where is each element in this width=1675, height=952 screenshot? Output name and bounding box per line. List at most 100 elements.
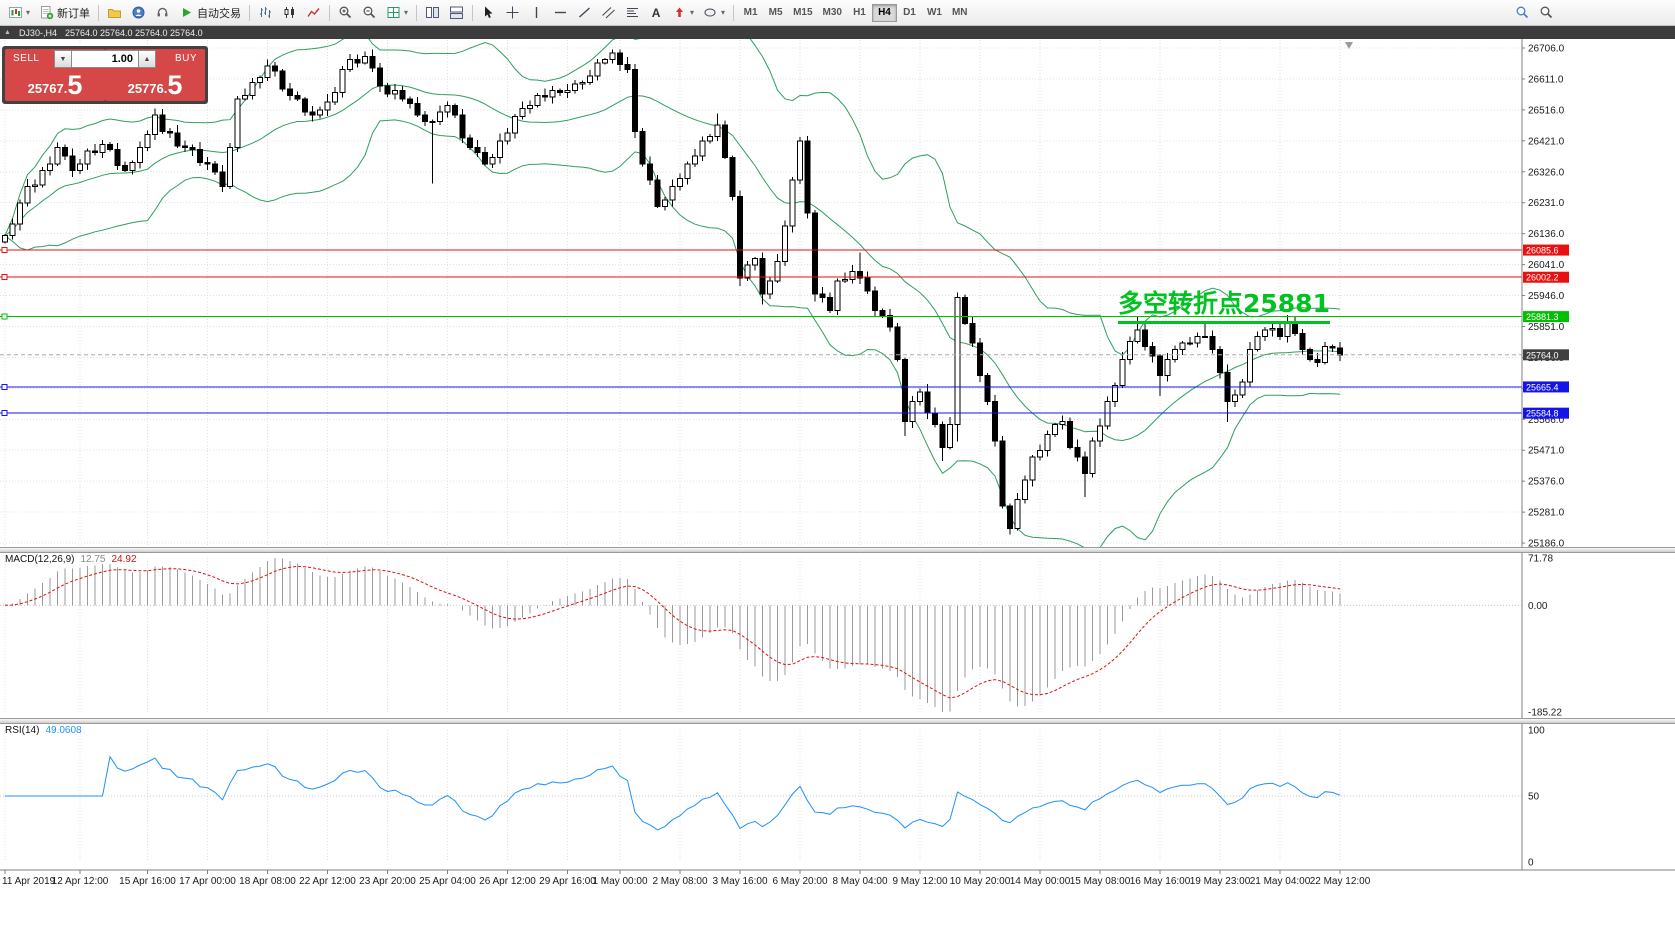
timeframe-m30[interactable]: M30 [818, 4, 847, 22]
svg-text:26085.6: 26085.6 [1526, 246, 1559, 256]
toolbar-separator [329, 4, 331, 21]
arrows-tool-button[interactable]: ▾ [668, 3, 698, 23]
svg-text:12 Apr 12:00: 12 Apr 12:00 [52, 876, 109, 887]
timeframe-mn[interactable]: MN [947, 4, 973, 22]
buy-label: BUY [174, 53, 197, 64]
timeframe-h1[interactable]: H1 [847, 4, 872, 22]
macd-signal-value: 24.92 [111, 554, 137, 565]
new-chart-icon [9, 7, 22, 18]
crosshair-icon [506, 6, 519, 19]
vertical-line-icon [535, 7, 538, 18]
line-handle[interactable] [1, 313, 8, 320]
dropdown-icon: ▾ [721, 8, 726, 17]
new-order-icon [41, 6, 54, 20]
line-chart-button[interactable] [302, 3, 325, 23]
svg-text:8 May 04:00: 8 May 04:00 [832, 876, 887, 887]
headset-icon [157, 7, 168, 17]
svg-text:25566.0: 25566.0 [1528, 415, 1565, 426]
buy-price: 25776. 5 [127, 70, 183, 100]
sell-label: SELL [13, 53, 40, 64]
global-search-button[interactable] [1535, 3, 1558, 23]
channel-tool-button[interactable] [597, 3, 620, 23]
svg-text:25471.0: 25471.0 [1528, 446, 1565, 457]
rsi-pane-splitter[interactable] [0, 718, 1675, 724]
timeframe-d1[interactable]: D1 [897, 4, 922, 22]
line-handle[interactable] [1, 383, 8, 390]
shapes-tool-button[interactable]: ▾ [699, 3, 729, 23]
search-symbols-button[interactable] [1511, 3, 1534, 23]
svg-text:19 May 23:00: 19 May 23:00 [1190, 876, 1251, 887]
price-tag: 25881.3 [1523, 311, 1569, 323]
tile-windows-vertical-button[interactable] [421, 3, 444, 23]
toolbar-separator [733, 4, 735, 21]
zoom-out-icon [363, 6, 376, 19]
crosshair-tool-button[interactable] [501, 3, 524, 23]
svg-text:100: 100 [1528, 726, 1545, 737]
horizontal-line-tool-button[interactable] [549, 3, 572, 23]
search-icon [1516, 6, 1529, 19]
arrow-marker-icon [676, 7, 684, 17]
svg-text:26611.0: 26611.0 [1528, 74, 1564, 85]
trendline-tool-button[interactable] [573, 3, 596, 23]
svg-text:0.00: 0.00 [1528, 601, 1548, 612]
fibonacci-tool-button[interactable] [621, 3, 644, 23]
text-tool-button[interactable]: A [645, 3, 667, 23]
collapse-icon[interactable]: ▲ [4, 29, 11, 36]
timeframe-m5[interactable]: M5 [763, 4, 788, 22]
rsi-name: RSI(14) [5, 725, 40, 736]
svg-text:23 Apr 20:00: 23 Apr 20:00 [359, 876, 416, 887]
candlestick-chart-button[interactable] [278, 3, 301, 23]
timeframe-m15[interactable]: M15 [788, 4, 817, 22]
autotrading-button[interactable]: 自动交易 [175, 3, 245, 23]
candlestick-series [2, 49, 1343, 535]
volume-input[interactable]: 1.00 [72, 50, 138, 68]
macd-pane-splitter[interactable] [0, 547, 1675, 553]
new-chart-button[interactable]: ▾ [4, 3, 34, 23]
bar-chart-button[interactable] [254, 3, 277, 23]
volume-control: ▼ 1.00 ▲ [54, 50, 156, 68]
price-tag: 26002.2 [1523, 271, 1569, 283]
svg-text:26041.0: 26041.0 [1528, 260, 1565, 271]
timeframe-h4[interactable]: H4 [871, 3, 897, 22]
svg-text:11 Apr 2019: 11 Apr 2019 [2, 876, 56, 887]
chart-annotation-text[interactable]: 多空转折点25881 [1118, 284, 1330, 324]
timeframe-m1[interactable]: M1 [738, 4, 763, 22]
svg-text:26326.0: 26326.0 [1528, 167, 1565, 178]
zoom-in-button[interactable] [334, 3, 357, 23]
trendline-icon [579, 7, 590, 18]
new-order-button[interactable]: 新订单 [35, 3, 94, 23]
timeframe-w1[interactable]: W1 [922, 4, 947, 22]
indicators-button[interactable]: ▾ [382, 3, 412, 23]
line-handle[interactable] [1, 247, 8, 254]
dropdown-icon: ▾ [26, 8, 31, 17]
tile-windows-horizontal-button[interactable] [445, 3, 468, 23]
svg-text:26 Apr 12:00: 26 Apr 12:00 [479, 876, 536, 887]
svg-text:0: 0 [1528, 858, 1534, 869]
price-axis[interactable]: 26706.0 26611.0 26516.0 26421.0 26326.0 26231… [1521, 39, 1565, 870]
zoom-out-button[interactable] [358, 3, 381, 23]
magnifier-icon [1540, 6, 1553, 19]
cursor-tool-button[interactable] [477, 3, 500, 23]
svg-text:9 May 12:00: 9 May 12:00 [892, 876, 947, 887]
line-handle[interactable] [1, 274, 8, 281]
volume-increase-button[interactable]: ▲ [138, 50, 156, 68]
profiles-button[interactable] [103, 3, 126, 23]
dropdown-icon: ▾ [404, 8, 409, 17]
chart-shift-marker [1345, 42, 1353, 49]
volume-decrease-button[interactable]: ▼ [54, 50, 72, 68]
line-handle[interactable] [1, 410, 8, 417]
svg-text:26421.0: 26421.0 [1528, 136, 1565, 147]
tile-vertical-icon [426, 7, 440, 18]
community-button[interactable] [127, 3, 150, 23]
fibonacci-icon [627, 8, 639, 17]
vertical-line-tool-button[interactable] [525, 3, 548, 23]
new-order-label: 新订单 [57, 7, 91, 20]
indicators-grid-icon [387, 7, 400, 18]
toolbar-separator [472, 4, 474, 21]
support-button[interactable] [151, 3, 174, 23]
rsi-label: RSI(14) 49.0608 [5, 725, 82, 736]
line-chart-icon [307, 8, 320, 17]
bar-chart-icon [260, 7, 272, 18]
